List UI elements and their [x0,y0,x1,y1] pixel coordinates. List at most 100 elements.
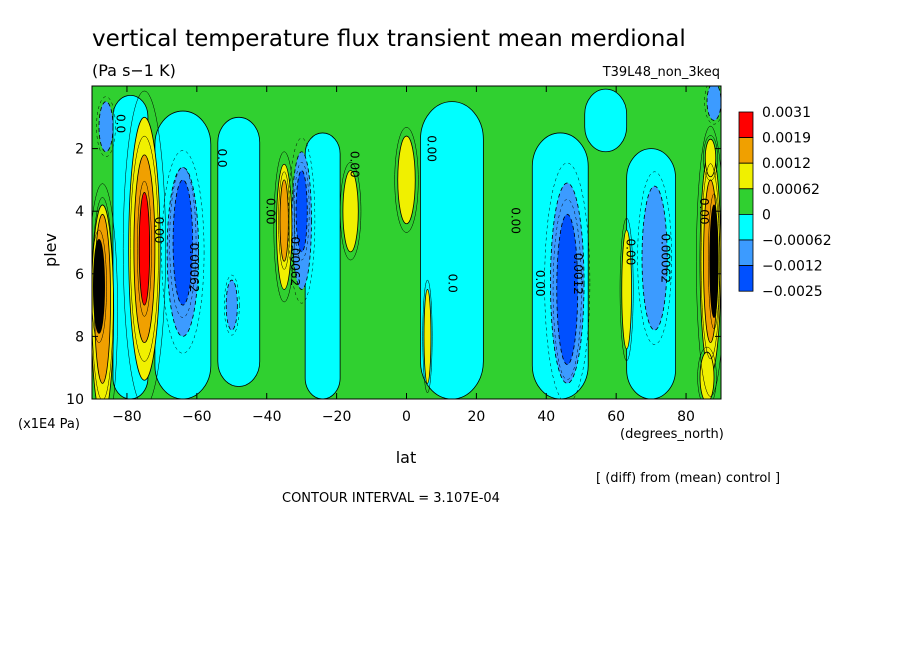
colorbar-swatch-6 [738,265,754,292]
contour-label-14: 0.0 [445,274,459,293]
contour-line-10 [122,90,166,399]
contour-line-3 [293,162,310,261]
contour-line-24 [708,193,720,330]
colorbar-label-7: −0.0025 [762,284,823,300]
colorbar-label-1: 0.0019 [762,131,811,147]
x-tick-label: 20 [467,409,485,425]
plot-area: 0.00.000.000620.00.000.000620.000.000.00… [92,86,721,399]
colorbar-swatch-5 [738,239,754,267]
x-tick-label: −20 [322,409,352,425]
contour-blob-29 [621,229,632,350]
x-axis-units: (degrees_north) [620,427,724,442]
contour-line-8 [704,86,721,125]
y-axis-label: plev [41,233,60,267]
contour-blob-20 [138,192,151,306]
contour-blob-16 [706,86,721,121]
contour-blob-23 [92,238,105,334]
x-tick-label: 80 [677,409,695,425]
x-tick-label: −60 [182,409,212,425]
contour-line-17 [278,171,291,270]
contour-band-3 [304,132,341,399]
x-tick-label: −40 [252,409,282,425]
contour-line-21 [619,217,634,362]
contour-line-1 [169,167,197,318]
x-tick-label: 0 [402,409,411,425]
contour-label-0: 0.0 [113,114,127,133]
contour-label-13: 0.00 [697,198,711,225]
contour-label-9: 0.00 [533,270,547,297]
contour-blob-12 [225,279,238,331]
contour-blob-32 [709,204,719,319]
contour-line-16 [273,151,295,303]
contour-blob-17 [98,101,114,153]
y-tick-label: 10 [66,392,84,408]
colorbar-swatch-2 [738,162,754,190]
contour-line-4 [223,274,240,336]
y-tick-label: 6 [75,267,84,283]
chart-title: vertical temperature flux transient mean… [92,26,686,52]
contour-line-18 [339,162,362,261]
contour-label-10: 0.0012 [571,253,585,295]
contour-blob-14 [556,213,579,365]
colorbar-label-6: −0.0012 [762,259,823,275]
colorbar-label-2: 0.0012 [762,156,811,172]
colorbar-swatch-0 [738,111,754,139]
contour-line-23 [700,163,721,360]
contour-label-5: 0.00062 [288,236,302,286]
contour-line-0 [161,150,205,354]
contour-interval: CONTOUR INTERVAL = 3.107E-04 [282,491,500,506]
contour-label-7: 0.00 [424,135,438,162]
x-tick-label: −80 [112,409,142,425]
contour-line-13 [92,183,118,399]
colorbar-label-3: 0.00062 [762,182,820,198]
contour-blob-27 [397,135,416,225]
colorbar-label-0: 0.0031 [762,105,811,121]
colorbar: 0.0031 0.0019 0.0012 0.00062 0 −0.00062 −0.001… [738,105,832,300]
colorbar-label-4: 0 [762,207,771,223]
contour-blob-33 [699,351,715,399]
contour-line-6 [552,199,582,380]
contour-line-12 [137,180,152,317]
colorbar-swatch-3 [738,188,754,215]
contour-blob-11 [295,170,308,253]
contour-line-22 [696,125,721,397]
x-tick-label: 60 [607,409,625,425]
colorbar-swatch-1 [738,137,754,164]
contour-label-2: 0.00062 [187,243,201,293]
contour-label-11: 0.00 [624,239,638,266]
x-tick-label: 40 [537,409,555,425]
footer-note: [ (diff) from (mean) control ] [596,471,780,486]
contour-line-25 [697,346,717,399]
contour-label-1: 0.00 [152,217,166,244]
contour-blob-28 [423,289,432,384]
contour-line-15 [92,229,107,343]
contour-line-7 [637,171,672,345]
experiment-label: T39L48_non_3keq [602,65,720,80]
y-axis-units: (x1E4 Pa) [18,417,80,432]
contour-label-4: 0.00 [264,198,278,225]
contour-label-8: 0.00 [508,207,522,234]
colorbar-label-5: −0.00062 [762,233,832,249]
contour-band-7 [584,88,628,153]
contour-line-19 [394,127,419,233]
contour-label-6: 0.00 [348,151,362,178]
contour-label-3: 0.0 [215,148,229,167]
contour-blob-26 [342,170,359,253]
contour-line-14 [92,197,114,399]
contour-line-2 [288,137,316,304]
contour-line-11 [130,135,159,362]
contour-line-20 [422,279,433,393]
y-tick-label: 4 [75,204,84,220]
contour-line-26 [703,135,718,181]
x-axis-label: lat [396,448,417,467]
contour-label-12: 0.00062 [659,233,673,283]
contour-line-9 [96,96,116,157]
y-tick-label: 8 [75,329,84,345]
colorbar-swatch-4 [738,213,754,241]
contour-band-4 [420,101,484,399]
chart-units: (Pa s−1 K) [92,61,176,80]
contour-blob-25 [279,179,289,262]
contour-blob-15 [641,185,668,331]
y-tick-label: 2 [75,142,84,158]
